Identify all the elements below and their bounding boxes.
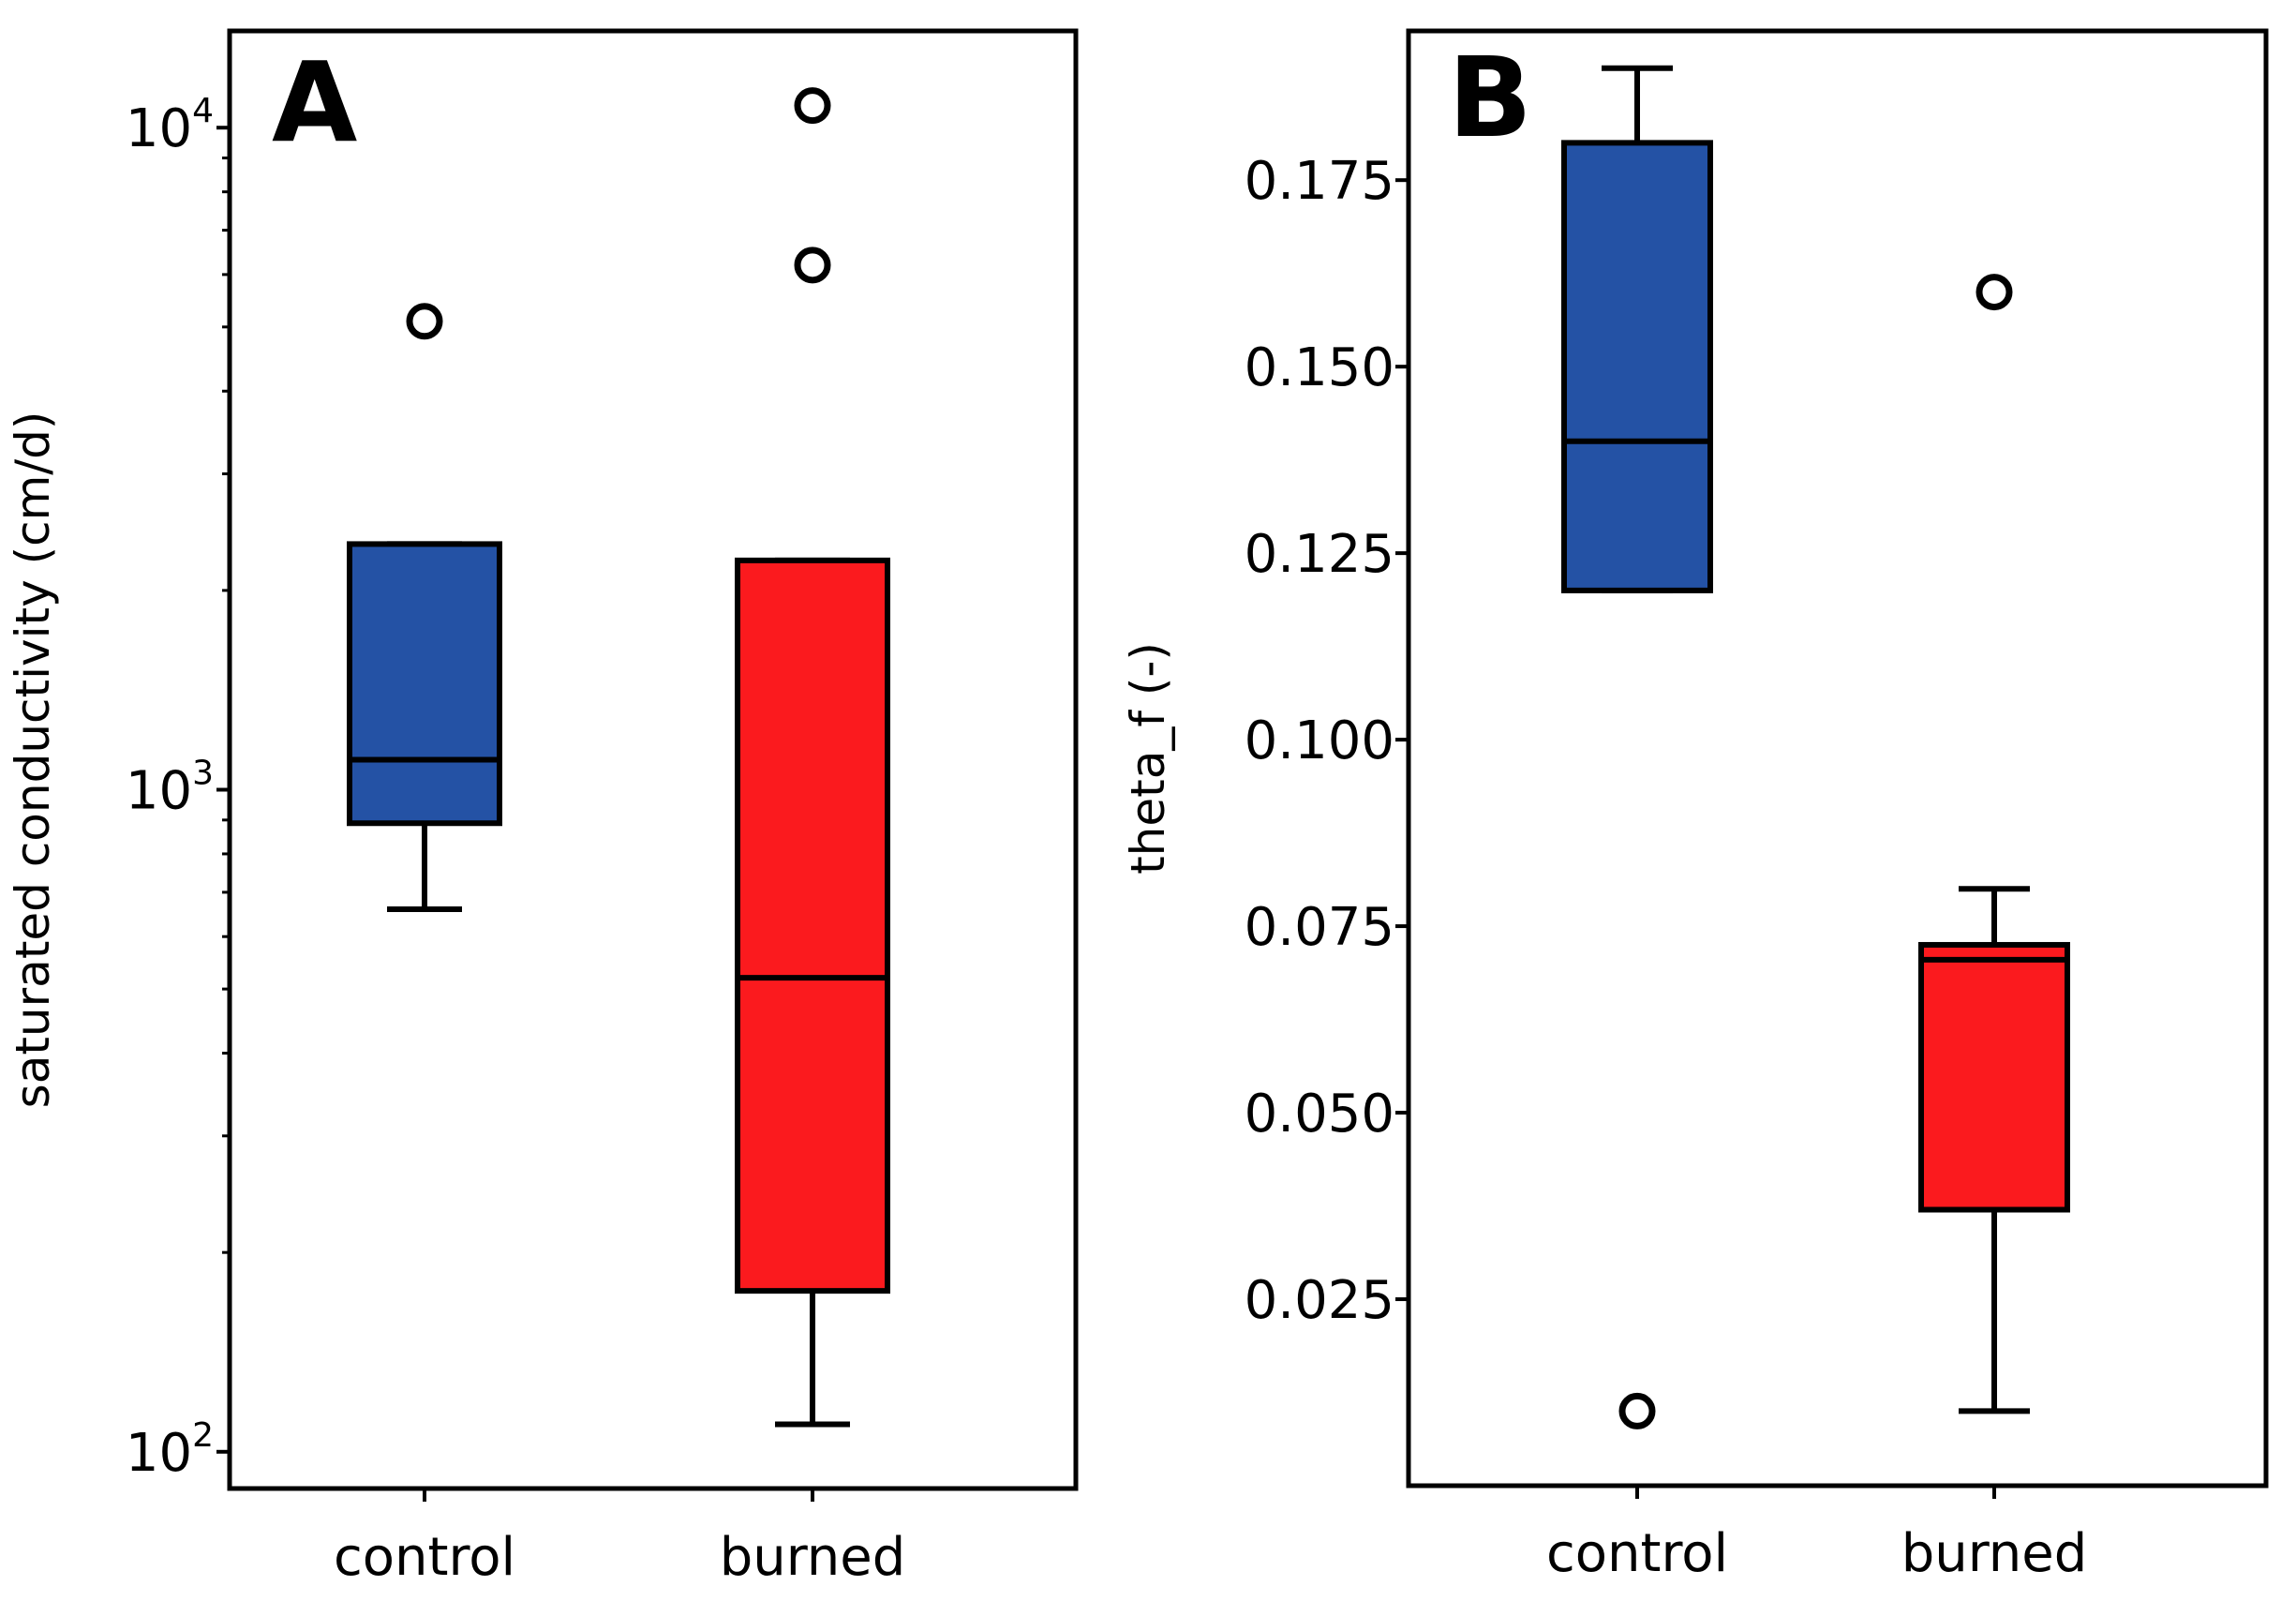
y-tick-label-1: 103: [126, 754, 214, 821]
flier-point-burned-1: [794, 87, 831, 125]
y-tick-exponent-1: 3: [192, 754, 214, 792]
x-tick-label-burned: burned: [720, 1527, 906, 1588]
y-tick-label-2: 104: [126, 92, 214, 159]
box-control: [1561, 65, 1713, 1429]
y-tick-base-2: 10: [126, 98, 192, 159]
y-axis-label: theta_f (-): [1121, 642, 1175, 875]
y-tick-exponent-2: 4: [192, 92, 214, 130]
y-tick-label-0: 0.025: [1245, 1270, 1394, 1331]
y-tick-label-2: 0.075: [1245, 897, 1394, 958]
y-tick-exponent-0: 2: [192, 1416, 214, 1455]
box-burned: [735, 87, 890, 1428]
x-tick-label-burned: burned: [1901, 1523, 2088, 1584]
y-tick-label-1: 0.050: [1245, 1084, 1394, 1145]
box-rect-control: [347, 541, 502, 827]
flier-point-control-0: [1618, 1392, 1656, 1429]
box-control: [347, 303, 502, 912]
flier-point-burned-0: [1975, 274, 2013, 311]
y-tick-base-1: 10: [126, 760, 192, 821]
box-rect-control: [1561, 140, 1713, 593]
box-rect-burned: [735, 557, 890, 1294]
panel-letter: B: [1448, 33, 1532, 162]
panel-letter: A: [272, 37, 357, 167]
panel-b: 0.025 0.050 0.075 0.100 0.125 0.150 0.175 contr…: [1121, 28, 2269, 1584]
flier-point-burned-0: [794, 247, 831, 284]
y-tick-label-6: 0.175: [1245, 151, 1394, 212]
axes-frame: [227, 28, 1079, 1491]
y-axis-label: saturated conductivity (cm/d): [6, 411, 60, 1109]
y-tick-label-5: 0.150: [1245, 337, 1394, 398]
y-tick-base-0: 10: [126, 1423, 192, 1484]
flier-point-control-0: [406, 303, 443, 340]
x-tick-label-control: control: [1546, 1523, 1728, 1584]
y-tick-label-4: 0.125: [1245, 524, 1394, 585]
box-rect-burned: [1918, 941, 2070, 1213]
x-tick-label-control: control: [334, 1527, 515, 1588]
axes-frame: [1406, 28, 2269, 1489]
box-burned: [1918, 274, 2070, 1414]
y-tick-label-3: 0.100: [1245, 711, 1394, 771]
y-tick-label-0: 102: [126, 1416, 214, 1484]
